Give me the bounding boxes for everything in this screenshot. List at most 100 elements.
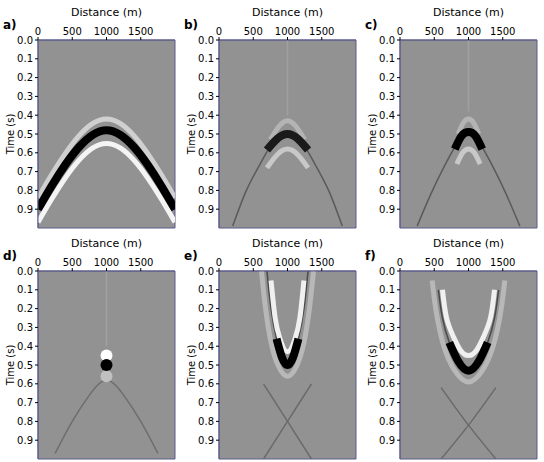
svg-text:1500: 1500 bbox=[128, 257, 153, 268]
svg-text:0.3: 0.3 bbox=[17, 91, 33, 102]
svg-text:0.6: 0.6 bbox=[379, 147, 395, 158]
svg-text:0.1: 0.1 bbox=[17, 284, 33, 295]
svg-text:1000: 1000 bbox=[275, 257, 300, 268]
svg-text:0.9: 0.9 bbox=[379, 204, 395, 215]
svg-text:0.5: 0.5 bbox=[198, 129, 214, 140]
svg-text:0.5: 0.5 bbox=[17, 129, 33, 140]
svg-text:0.6: 0.6 bbox=[198, 147, 214, 158]
svg-text:0.3: 0.3 bbox=[379, 322, 395, 333]
svg-text:0.0: 0.0 bbox=[198, 266, 214, 277]
html-text:Distance (m): Distance (m) bbox=[71, 6, 142, 19]
html-text:b): b) bbox=[184, 18, 199, 32]
svg-text:Time (s): Time (s) bbox=[186, 345, 197, 387]
svg-text:1500: 1500 bbox=[128, 26, 153, 37]
svg-text:0: 0 bbox=[397, 257, 403, 268]
svg-text:0.6: 0.6 bbox=[198, 378, 214, 389]
svg-text:0.5: 0.5 bbox=[379, 129, 395, 140]
svg-text:0.9: 0.9 bbox=[379, 435, 395, 446]
svg-text:500: 500 bbox=[244, 257, 263, 268]
svg-text:0.4: 0.4 bbox=[379, 341, 395, 352]
svg-text:0.0: 0.0 bbox=[17, 35, 33, 46]
svg-text:0.8: 0.8 bbox=[379, 185, 395, 196]
svg-text:0.7: 0.7 bbox=[17, 166, 33, 177]
svg-text:0.1: 0.1 bbox=[17, 53, 33, 64]
svg-text:0.6: 0.6 bbox=[17, 147, 33, 158]
svg-text:0.2: 0.2 bbox=[17, 72, 33, 83]
svg-text:0.2: 0.2 bbox=[379, 303, 395, 314]
svg-text:0.8: 0.8 bbox=[379, 416, 395, 427]
svg-text:0: 0 bbox=[397, 26, 403, 37]
svg-text:0.2: 0.2 bbox=[17, 303, 33, 314]
svg-text:0.1: 0.1 bbox=[198, 53, 214, 64]
svg-text:1000: 1000 bbox=[456, 257, 481, 268]
svg-text:500: 500 bbox=[244, 26, 263, 37]
svg-text:0.5: 0.5 bbox=[379, 360, 395, 371]
svg-text:0.9: 0.9 bbox=[198, 435, 214, 446]
svg-text:0.8: 0.8 bbox=[198, 185, 214, 196]
svg-text:0.7: 0.7 bbox=[198, 166, 214, 177]
svg-text:0.2: 0.2 bbox=[198, 303, 214, 314]
svg-text:0.7: 0.7 bbox=[198, 397, 214, 408]
html-text:c): c) bbox=[365, 18, 378, 32]
svg-text:0.7: 0.7 bbox=[17, 397, 33, 408]
svg-text:0.4: 0.4 bbox=[198, 341, 214, 352]
html-text:Distance (m): Distance (m) bbox=[433, 6, 504, 19]
svg-text:1500: 1500 bbox=[309, 257, 334, 268]
svg-text:0.8: 0.8 bbox=[17, 416, 33, 427]
svg-text:0.0: 0.0 bbox=[379, 266, 395, 277]
svg-text:0: 0 bbox=[216, 257, 222, 268]
svg-text:0.6: 0.6 bbox=[17, 378, 33, 389]
svg-text:0.9: 0.9 bbox=[198, 204, 214, 215]
svg-text:1000: 1000 bbox=[94, 257, 119, 268]
svg-text:0.4: 0.4 bbox=[379, 110, 395, 121]
svg-text:0.0: 0.0 bbox=[198, 35, 214, 46]
svg-text:0.4: 0.4 bbox=[198, 110, 214, 121]
svg-text:Time (s): Time (s) bbox=[186, 114, 197, 156]
svg-text:0.3: 0.3 bbox=[379, 91, 395, 102]
svg-text:1500: 1500 bbox=[490, 26, 515, 37]
svg-text:0.4: 0.4 bbox=[17, 110, 33, 121]
svg-text:0.2: 0.2 bbox=[379, 72, 395, 83]
svg-text:500: 500 bbox=[63, 26, 82, 37]
html-text:Distance (m): Distance (m) bbox=[252, 237, 323, 250]
svg-text:0.4: 0.4 bbox=[17, 341, 33, 352]
svg-text:0.5: 0.5 bbox=[198, 360, 214, 371]
svg-text:0: 0 bbox=[216, 26, 222, 37]
svg-text:1000: 1000 bbox=[456, 26, 481, 37]
svg-text:Time (s): Time (s) bbox=[367, 345, 378, 387]
svg-text:0.8: 0.8 bbox=[17, 185, 33, 196]
svg-text:0.3: 0.3 bbox=[198, 322, 214, 333]
html-text:d): d) bbox=[3, 249, 18, 263]
html-text:Distance (m): Distance (m) bbox=[71, 237, 142, 250]
svg-text:0.6: 0.6 bbox=[379, 378, 395, 389]
svg-text:Time (s): Time (s) bbox=[367, 114, 378, 156]
svg-text:0: 0 bbox=[35, 257, 41, 268]
html-text:Distance (m): Distance (m) bbox=[252, 6, 323, 19]
svg-text:0.9: 0.9 bbox=[17, 435, 33, 446]
html-text:a): a) bbox=[3, 18, 17, 32]
svg-text:0: 0 bbox=[35, 26, 41, 37]
svg-text:0.0: 0.0 bbox=[379, 35, 395, 46]
svg-text:500: 500 bbox=[425, 26, 444, 37]
svg-text:0.5: 0.5 bbox=[17, 360, 33, 371]
svg-text:0.7: 0.7 bbox=[379, 166, 395, 177]
svg-text:0.7: 0.7 bbox=[379, 397, 395, 408]
svg-text:0.1: 0.1 bbox=[379, 284, 395, 295]
svg-text:Time (s): Time (s) bbox=[5, 114, 16, 156]
svg-text:1000: 1000 bbox=[275, 26, 300, 37]
svg-text:500: 500 bbox=[63, 257, 82, 268]
svg-text:Time (s): Time (s) bbox=[5, 345, 16, 387]
svg-text:1500: 1500 bbox=[490, 257, 515, 268]
svg-text:0.0: 0.0 bbox=[17, 266, 33, 277]
svg-text:0.3: 0.3 bbox=[198, 91, 214, 102]
svg-text:0.3: 0.3 bbox=[17, 322, 33, 333]
svg-text:0.1: 0.1 bbox=[379, 53, 395, 64]
svg-text:0.8: 0.8 bbox=[198, 416, 214, 427]
svg-text:0.9: 0.9 bbox=[17, 204, 33, 215]
svg-text:1000: 1000 bbox=[94, 26, 119, 37]
html-text:e): e) bbox=[184, 249, 198, 263]
svg-text:0.1: 0.1 bbox=[198, 284, 214, 295]
svg-text:500: 500 bbox=[425, 257, 444, 268]
svg-text:0.2: 0.2 bbox=[198, 72, 214, 83]
svg-text:1500: 1500 bbox=[309, 26, 334, 37]
